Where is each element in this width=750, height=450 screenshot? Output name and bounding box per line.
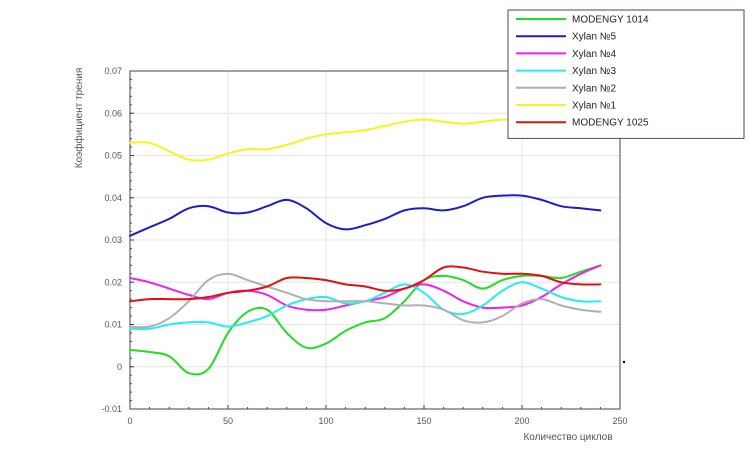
legend-box: [507, 9, 745, 139]
legend-label: Xylan №2: [572, 83, 617, 94]
x-tick-label: 0: [127, 416, 132, 426]
y-axis-title: Коэффициент трения: [73, 68, 85, 169]
x-tick-label: 150: [416, 416, 431, 426]
plot-frame: [129, 70, 621, 410]
x-tick-label: 200: [514, 416, 529, 426]
x-axis-title: Количество циклов: [523, 432, 612, 443]
series-lines: [129, 118, 602, 376]
y-tick-label: -0.01: [101, 404, 122, 414]
y-tick-label: 0.05: [104, 151, 122, 161]
y-tick-label: 0.03: [104, 235, 122, 245]
legend-label: Xylan №4: [572, 49, 617, 60]
series-line-modengy-1014-0: [129, 264, 602, 376]
x-tick-label: 100: [318, 416, 333, 426]
legend-label: Xylan №5: [572, 32, 617, 43]
y-tick-label: 0.04: [104, 193, 122, 203]
legend-label: Xylan №1: [572, 101, 617, 112]
tick-labels: 0 50 100 150 200 250 -0.01 0 0.01 0.02 0.03 0.04 0.0…: [101, 66, 627, 426]
stray-dot: [622, 360, 626, 364]
y-tick-label: 0.07: [104, 66, 122, 76]
y-tick-label: 0: [117, 362, 122, 372]
y-tick-label: 0.06: [104, 108, 122, 118]
y-tick-label: 0.02: [104, 277, 122, 287]
axes: [129, 70, 621, 410]
legend-label: MODENGY 1025: [572, 118, 649, 129]
series-line-modengy-1025-6: [129, 265, 602, 303]
legend-label: MODENGY 1014: [572, 15, 649, 26]
legend-label: Xylan №3: [572, 66, 617, 77]
x-tick-label: 50: [223, 416, 233, 426]
y-tick-label: 0.01: [104, 320, 122, 330]
legend: MODENGY 1014 Xylan №5 Xylan №4 Xylan №3 Xyla…: [507, 9, 745, 139]
x-tick-label: 250: [612, 416, 627, 426]
series-line-xylan-2-4: [129, 272, 602, 329]
series-line-xylan-5-1: [129, 194, 602, 237]
